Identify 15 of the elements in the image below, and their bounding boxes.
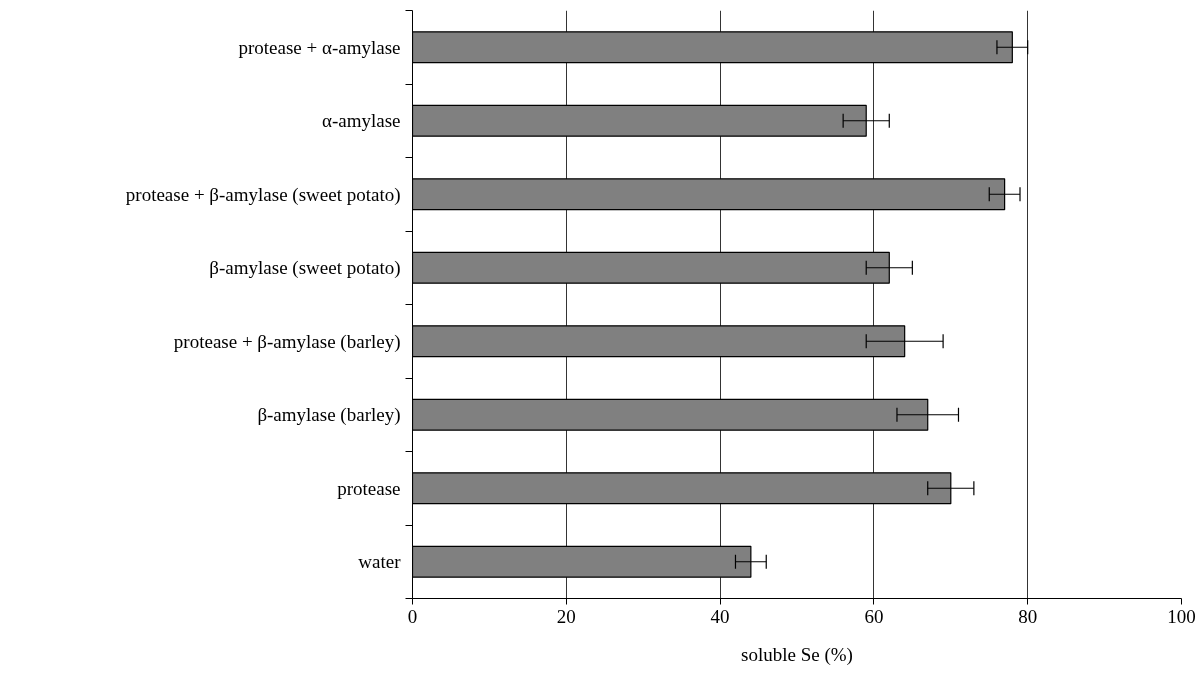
- y-tick-label: β-amylase (barley): [257, 404, 401, 427]
- x-tick-label: 20: [556, 605, 576, 627]
- y-tick-label: water: [358, 551, 402, 573]
- x-tick-label: 60: [864, 605, 884, 627]
- x-tick-label: 100: [1167, 605, 1196, 627]
- y-tick-label: protease + α-amylase: [238, 36, 401, 58]
- y-tick-label: β-amylase (sweet potato): [209, 257, 401, 280]
- x-tick-label: 80: [1018, 605, 1038, 627]
- y-tick-label: protease + β-amylase (barley): [173, 330, 401, 353]
- y-tick-label: protease + β-amylase (sweet potato): [125, 183, 401, 206]
- y-tick-label: protease: [337, 477, 401, 499]
- x-tick-label: 40: [710, 605, 730, 627]
- x-tick-label: 0: [407, 605, 418, 627]
- x-axis-title: soluble Se (%): [741, 643, 853, 666]
- y-tick-label: α-amylase: [321, 110, 401, 132]
